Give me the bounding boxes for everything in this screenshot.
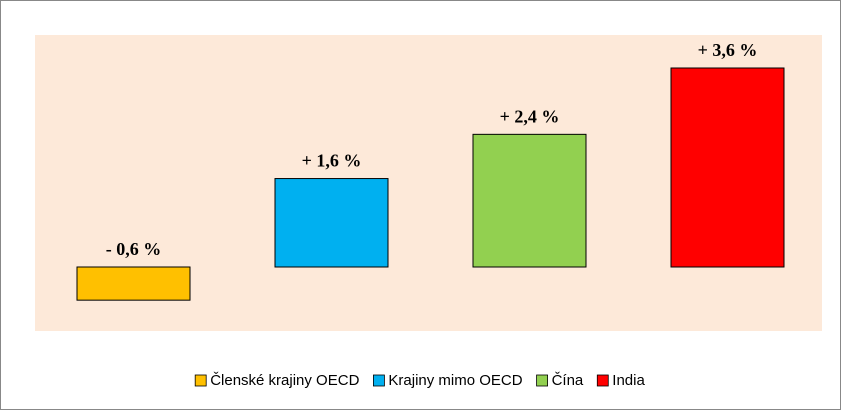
value-label: - 0,6 % [106, 239, 162, 259]
bar [76, 266, 191, 301]
legend-swatch [373, 374, 385, 387]
legend-swatch [194, 374, 207, 387]
bar [670, 67, 785, 268]
legend-label: Čína [552, 372, 584, 389]
bar [472, 133, 587, 268]
value-label: + 2,4 % [500, 106, 560, 126]
legend-label: Členské krajiny OECD [210, 372, 359, 389]
legend-swatch [536, 374, 548, 387]
value-label: + 1,6 % [302, 151, 362, 171]
legend-swatch [596, 374, 609, 387]
bar [274, 178, 389, 268]
value-label: + 3,6 % [698, 40, 758, 60]
legend-label: India [612, 372, 645, 389]
legend-label: Krajiny mimo OECD [388, 372, 522, 389]
